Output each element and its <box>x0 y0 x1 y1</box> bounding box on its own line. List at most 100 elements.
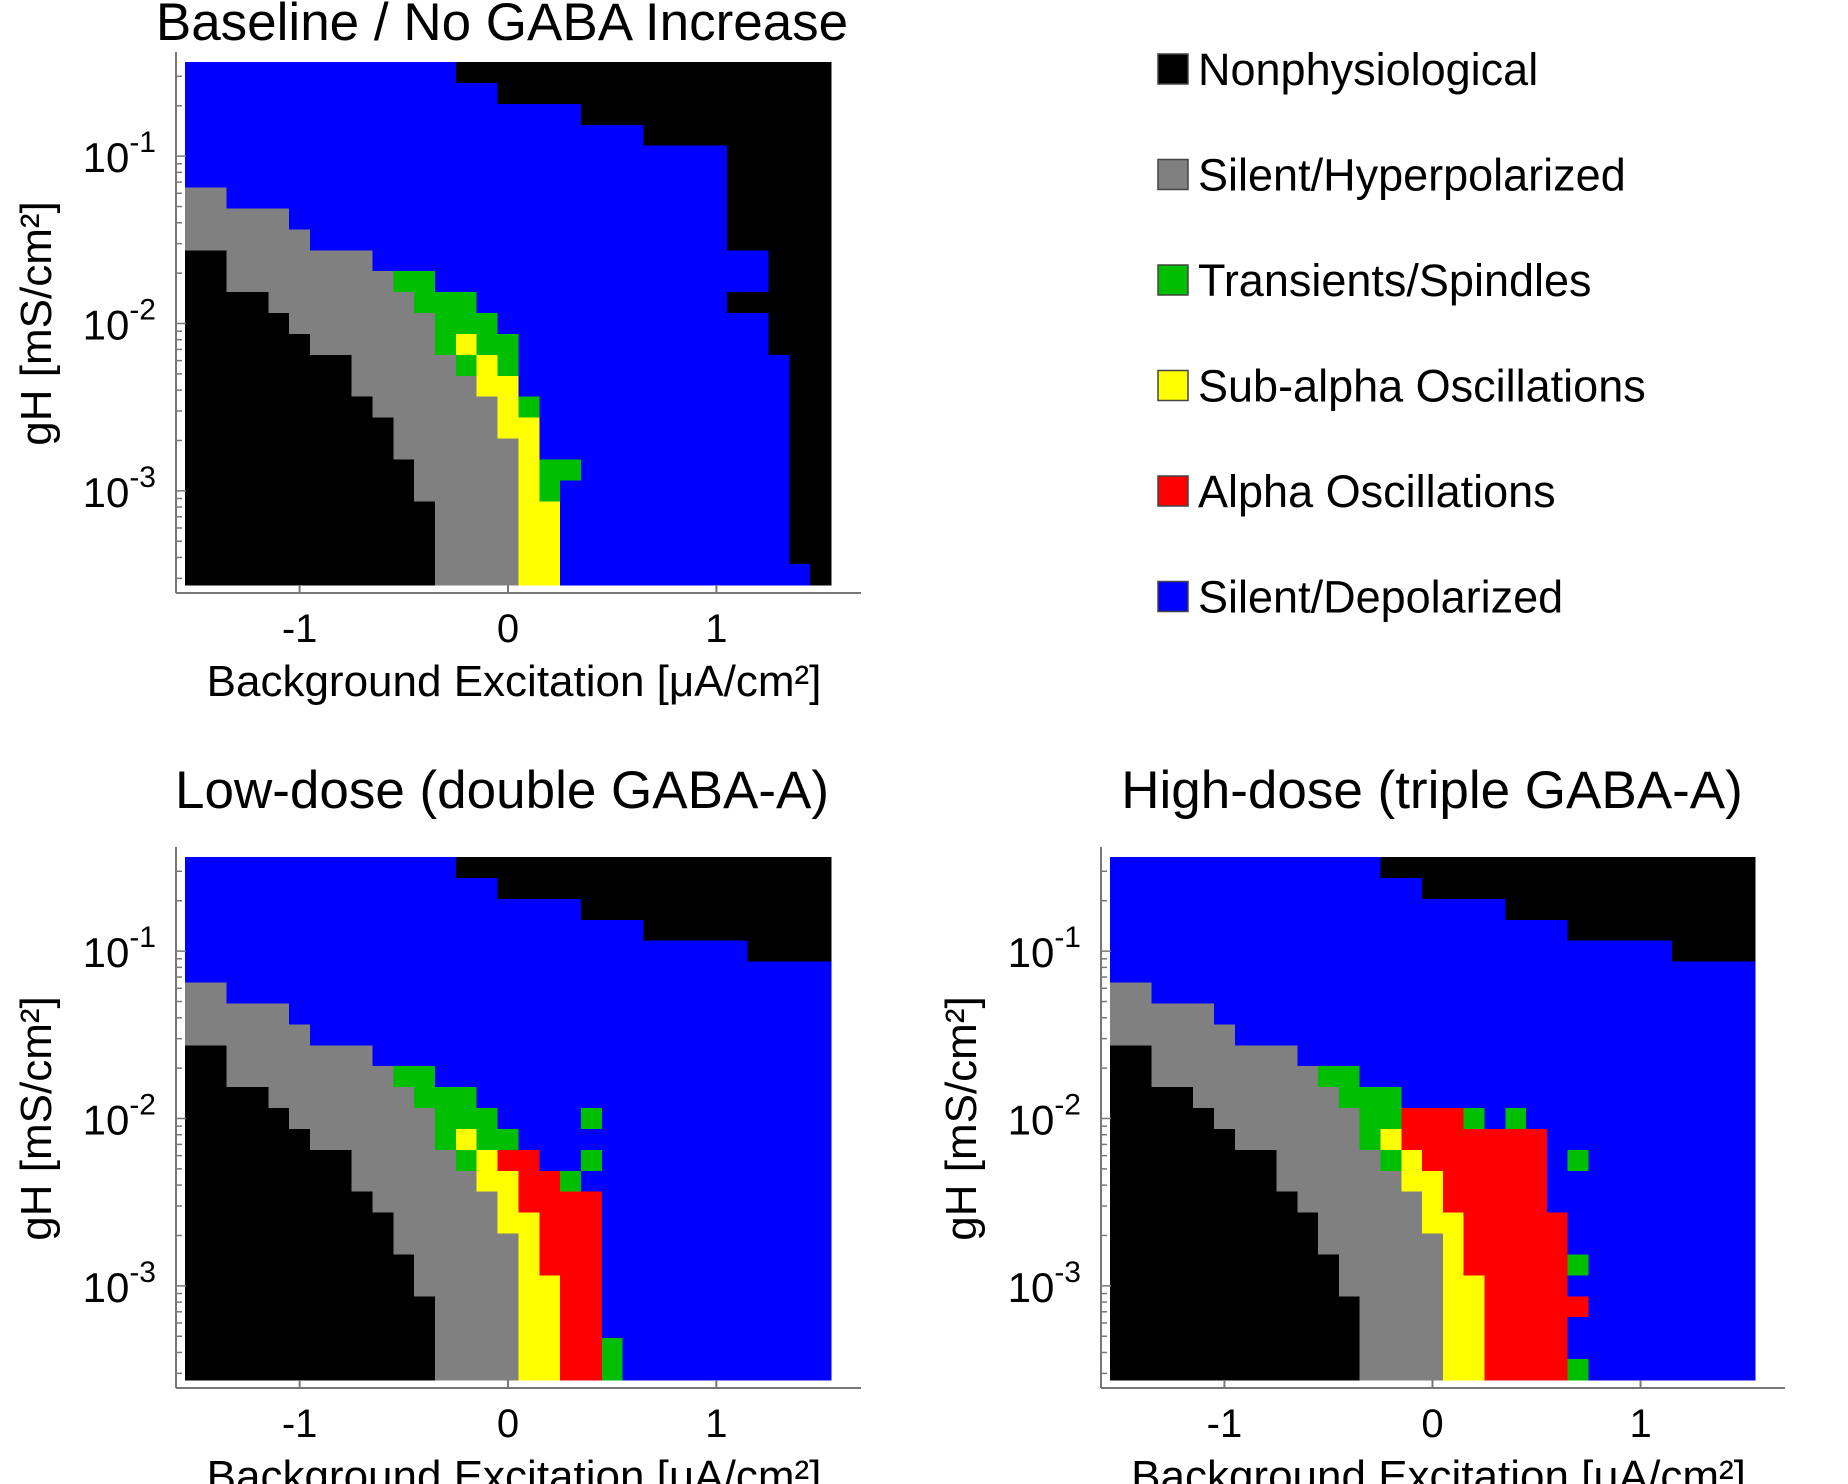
heatmap-cell-nonphysiological <box>185 1087 269 1109</box>
heatmap-cell-silent-depolarized <box>580 459 790 481</box>
heatmap-cell-nonphysiological <box>455 62 832 84</box>
heatmap-cell-nonphysiological <box>580 898 832 921</box>
heatmap-cell-silent-hyperpolarized <box>435 522 520 544</box>
heatmap-cell-silent-depolarized <box>1567 1338 1756 1360</box>
heatmap-cell-silent-depolarized <box>185 898 582 921</box>
heatmap-cell-nonphysiological <box>789 396 832 419</box>
heatmap-cell-nonphysiological <box>1380 857 1756 879</box>
heatmap-cell-nonphysiological <box>789 543 832 565</box>
heatmap-cell-silent-depolarized <box>226 982 832 1005</box>
y-tick-label: 10-1 <box>83 921 156 976</box>
heatmap-cell-silent-hyperpolarized <box>226 271 394 293</box>
heatmap-cell-alpha-oscillations <box>539 1212 603 1235</box>
heatmap-cell-alpha-oscillations <box>1484 1317 1569 1339</box>
heatmap-cell-silent-depolarized <box>1214 1003 1756 1025</box>
heatmap-cell-silent-hyperpolarized <box>1214 1108 1361 1130</box>
heatmap-cell-transients-spindles <box>1567 1254 1590 1276</box>
heatmap-cell-silent-hyperpolarized <box>185 229 311 251</box>
heatmap-cell-transients-spindles <box>1359 1128 1382 1151</box>
heatmap-cell-nonphysiological <box>789 501 832 523</box>
heatmap-cell-transients-spindles <box>1463 1108 1486 1130</box>
heatmap-cell-sub-alpha-oscillations <box>518 438 540 461</box>
y-tick-base: 10 <box>1008 929 1055 976</box>
heatmap-cell-silent-hyperpolarized <box>1297 1191 1423 1214</box>
heatmap-cell-nonphysiological <box>643 124 832 147</box>
heatmap-cell-silent-depolarized <box>518 354 790 377</box>
heatmap-cell-silent-hyperpolarized <box>393 417 499 440</box>
heatmap-cell-nonphysiological <box>185 396 374 419</box>
heatmap-cell-silent-hyperpolarized <box>185 208 290 230</box>
heatmap-cells <box>1110 857 1756 1381</box>
heatmap-cell-transients-spindles <box>414 1087 478 1109</box>
legend-swatch <box>1157 158 1189 191</box>
heatmap-cell-silent-depolarized <box>185 82 499 105</box>
heatmap-cell-silent-hyperpolarized <box>1359 1296 1444 1318</box>
heatmap-cell-silent-hyperpolarized <box>1151 1045 1298 1067</box>
heatmap-cell-silent-hyperpolarized <box>1110 1003 1215 1025</box>
heatmap-cell-nonphysiological <box>185 480 415 502</box>
heatmap-cell-silent-depolarized <box>476 292 728 314</box>
heatmap-cell-nonphysiological <box>1110 1045 1153 1067</box>
heatmap-cell-transients-spindles <box>1567 1149 1590 1172</box>
heatmap-cell-silent-hyperpolarized <box>414 459 520 481</box>
y-tick-base: 10 <box>83 469 130 516</box>
y-tick-base: 10 <box>83 1264 130 1311</box>
x-tick-label: 0 <box>1421 1402 1443 1446</box>
heatmap-cell-silent-depolarized <box>580 1170 832 1193</box>
y-tick-label: 10-2 <box>83 294 156 349</box>
heatmap-cell-nonphysiological <box>185 1338 436 1360</box>
heatmap-cell-nonphysiological <box>185 1296 436 1318</box>
heatmap-cell-transients-spindles <box>497 354 520 377</box>
heatmap-cell-silent-depolarized <box>1151 982 1756 1005</box>
heatmap-cell-silent-depolarized <box>185 62 457 84</box>
heatmap-cell-sub-alpha-oscillations <box>1401 1149 1423 1172</box>
y-tick-base: 10 <box>83 302 130 349</box>
heatmap-cell-silent-hyperpolarized <box>393 438 520 461</box>
heatmap-cell-nonphysiological <box>185 543 436 565</box>
y-tick-exponent: -3 <box>129 461 156 494</box>
x-tick-label: -1 <box>282 1402 318 1446</box>
heatmap-cell-alpha-oscillations <box>1463 1254 1569 1276</box>
heatmap-cell-silent-depolarized <box>539 396 790 419</box>
heatmap-cell-silent-depolarized <box>601 1254 832 1276</box>
heatmap-cell-transients-spindles <box>1567 1359 1590 1381</box>
heatmap-cell-nonphysiological <box>455 857 832 879</box>
heatmap-cell-silent-hyperpolarized <box>1110 1024 1236 1046</box>
heatmap-cell-nonphysiological <box>810 564 832 586</box>
heatmap-cell-nonphysiological <box>726 208 832 230</box>
heatmap-cell-nonphysiological <box>185 313 290 335</box>
heatmap-cell-sub-alpha-oscillations <box>518 1275 561 1297</box>
legend: Nonphysiological Silent/Hyperpolarized Tra… <box>1157 44 1646 623</box>
heatmap-cell-alpha-oscillations <box>560 1275 603 1297</box>
heatmap-cell-sub-alpha-oscillations <box>518 1338 561 1360</box>
y-tick-exponent: -2 <box>129 1089 156 1122</box>
heatmap-cell-nonphysiological <box>1505 898 1756 921</box>
heatmap-cell-sub-alpha-oscillations <box>455 333 478 356</box>
legend-item: Nonphysiological <box>1157 44 1538 95</box>
heatmap-cell-nonphysiological <box>185 438 394 461</box>
heatmap-cell-silent-depolarized <box>518 375 790 398</box>
heatmap-cell-transients-spindles <box>518 396 540 419</box>
heatmap-cell-silent-hyperpolarized <box>351 1149 457 1172</box>
heatmap-cell-alpha-oscillations <box>1484 1296 1590 1318</box>
heatmap-cell-silent-depolarized <box>1526 1108 1756 1130</box>
heatmap-cell-silent-hyperpolarized <box>372 1191 499 1214</box>
heatmap-cell-alpha-oscillations <box>518 1191 603 1214</box>
heatmap-cell-alpha-oscillations <box>560 1296 603 1318</box>
heatmap-cell-nonphysiological <box>185 250 228 272</box>
heatmap-cell-nonphysiological <box>580 103 832 126</box>
heatmap-cell-nonphysiological <box>185 375 353 398</box>
panel-title: High-dose (triple GABA-A) <box>1121 761 1742 820</box>
heatmap-cell-nonphysiological <box>185 1233 394 1256</box>
heatmap-cell-sub-alpha-oscillations <box>476 354 499 377</box>
y-tick-label: 10-3 <box>83 1256 156 1311</box>
heatmap-cell-sub-alpha-oscillations <box>1401 1170 1444 1193</box>
heatmap-cell-transients-spindles <box>1380 1149 1402 1172</box>
heatmap-cell-silent-depolarized <box>601 1317 832 1339</box>
x-tick-label: -1 <box>282 607 318 651</box>
heatmap-cell-nonphysiological <box>726 229 832 251</box>
legend-label: Transients/Spindles <box>1198 255 1592 306</box>
heatmap-cell-transients-spindles <box>560 1170 582 1193</box>
heatmap-cell-sub-alpha-oscillations <box>518 459 540 481</box>
